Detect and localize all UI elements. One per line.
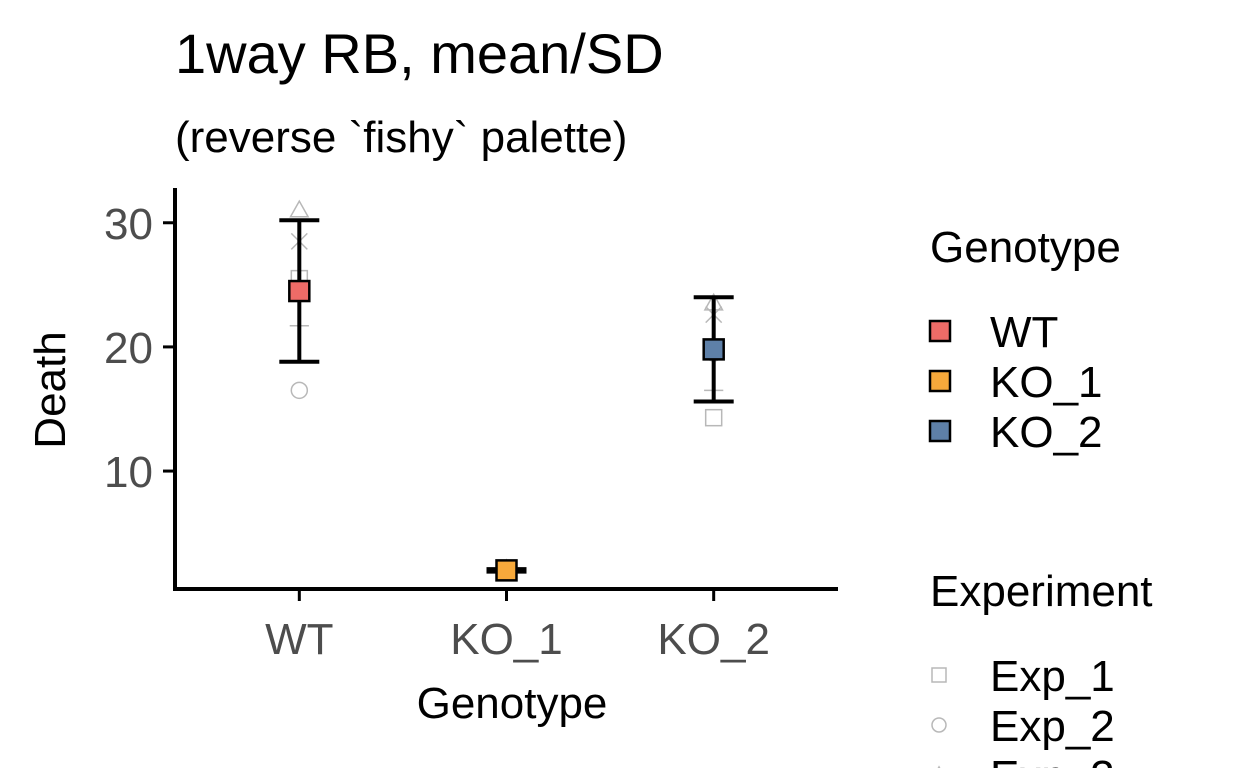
legend-key [931, 717, 947, 733]
plot-area [279, 199, 734, 582]
legend-experiment-title: Experiment [930, 567, 1153, 616]
data-point [290, 381, 309, 400]
legend-key [928, 319, 952, 343]
x-tick-label: KO_1 [450, 615, 563, 664]
y-axis-title: Death [26, 331, 75, 448]
data-point [289, 199, 310, 218]
legend-label: Exp_2 [990, 702, 1115, 751]
data-point [704, 408, 723, 427]
legend-key [928, 369, 952, 393]
x-axis-ticks: WT KO_1 KO_2 [265, 589, 770, 664]
legend-label: Exp_3 [990, 752, 1115, 768]
y-tick-label: 30 [104, 200, 153, 249]
legend-key [931, 667, 947, 683]
mean-marker [702, 338, 725, 361]
y-tick-label: 10 [104, 448, 153, 497]
mean-marker [495, 559, 518, 582]
chart-subtitle: (reverse `fishy` palette) [175, 113, 627, 162]
y-tick-label: 20 [104, 324, 153, 373]
legend-label: KO_1 [990, 358, 1103, 407]
legend-label: KO_2 [990, 408, 1103, 457]
chart-title: 1way RB, mean/SD [175, 22, 664, 85]
mean-marker [288, 279, 311, 303]
legend-label: WT [990, 308, 1058, 357]
y-axis-ticks: 10 20 30 [104, 200, 175, 497]
x-tick-label: KO_2 [657, 615, 770, 664]
legend-key [928, 419, 952, 443]
x-tick-label: WT [265, 615, 333, 664]
x-axis-title: Genotype [417, 679, 608, 728]
legend-genotype-title: Genotype [930, 223, 1121, 272]
legend-label: Exp_1 [990, 652, 1115, 701]
